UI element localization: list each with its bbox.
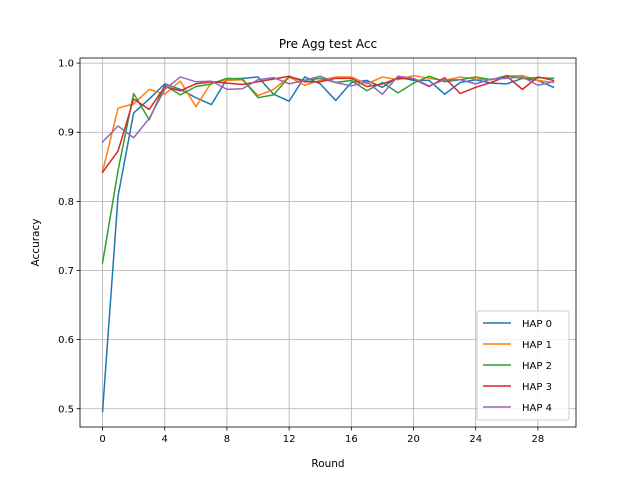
- x-tick-label: 12: [283, 434, 296, 445]
- x-axis-ticks: 0 4 8 12 16 20 24 28: [99, 427, 544, 445]
- y-tick-label: 1.0: [58, 59, 74, 70]
- x-tick-label: 24: [469, 434, 482, 445]
- legend-entry: HAP 4: [483, 403, 552, 414]
- plot-frame: [79, 57, 577, 428]
- legend-label: HAP 4: [522, 403, 552, 414]
- x-tick-label: 8: [224, 434, 230, 445]
- x-tick-label: 20: [407, 434, 420, 445]
- chart-title: Pre Agg test Acc: [279, 37, 377, 51]
- legend-entry: HAP 3: [483, 382, 552, 393]
- series-line-hap-0: [101, 76, 555, 413]
- series-line-hap-4: [101, 75, 555, 143]
- legend-box: [476, 310, 570, 421]
- legend-label: HAP 2: [522, 361, 552, 372]
- y-tick-label: 0.9: [58, 128, 74, 139]
- legend-entry: HAP 1: [483, 340, 552, 351]
- series-lines: [101, 74, 555, 413]
- legend-label: HAP 3: [522, 382, 552, 393]
- x-axis-label: Round: [311, 458, 344, 470]
- legend: HAP 0 HAP 1 HAP 2 HAP 3 HAP 4: [476, 310, 570, 421]
- y-tick-label: 0.7: [58, 266, 74, 277]
- legend-label: HAP 1: [522, 340, 552, 351]
- y-tick-label: 0.8: [58, 197, 74, 208]
- x-tick-label: 28: [532, 434, 545, 445]
- y-tick-label: 0.5: [58, 404, 74, 415]
- y-tick-label: 0.6: [58, 335, 74, 346]
- y-axis-label: Accuracy: [30, 219, 42, 267]
- legend-entry: HAP 2: [483, 361, 552, 372]
- y-axis-ticks: 0.5 0.6 0.7 0.8 0.9 1.0: [58, 59, 80, 415]
- x-tick-label: 0: [99, 434, 105, 445]
- legend-entry: HAP 0: [483, 319, 552, 330]
- x-tick-label: 16: [345, 434, 358, 445]
- legend-label: HAP 0: [522, 319, 552, 330]
- x-tick-label: 4: [162, 434, 168, 445]
